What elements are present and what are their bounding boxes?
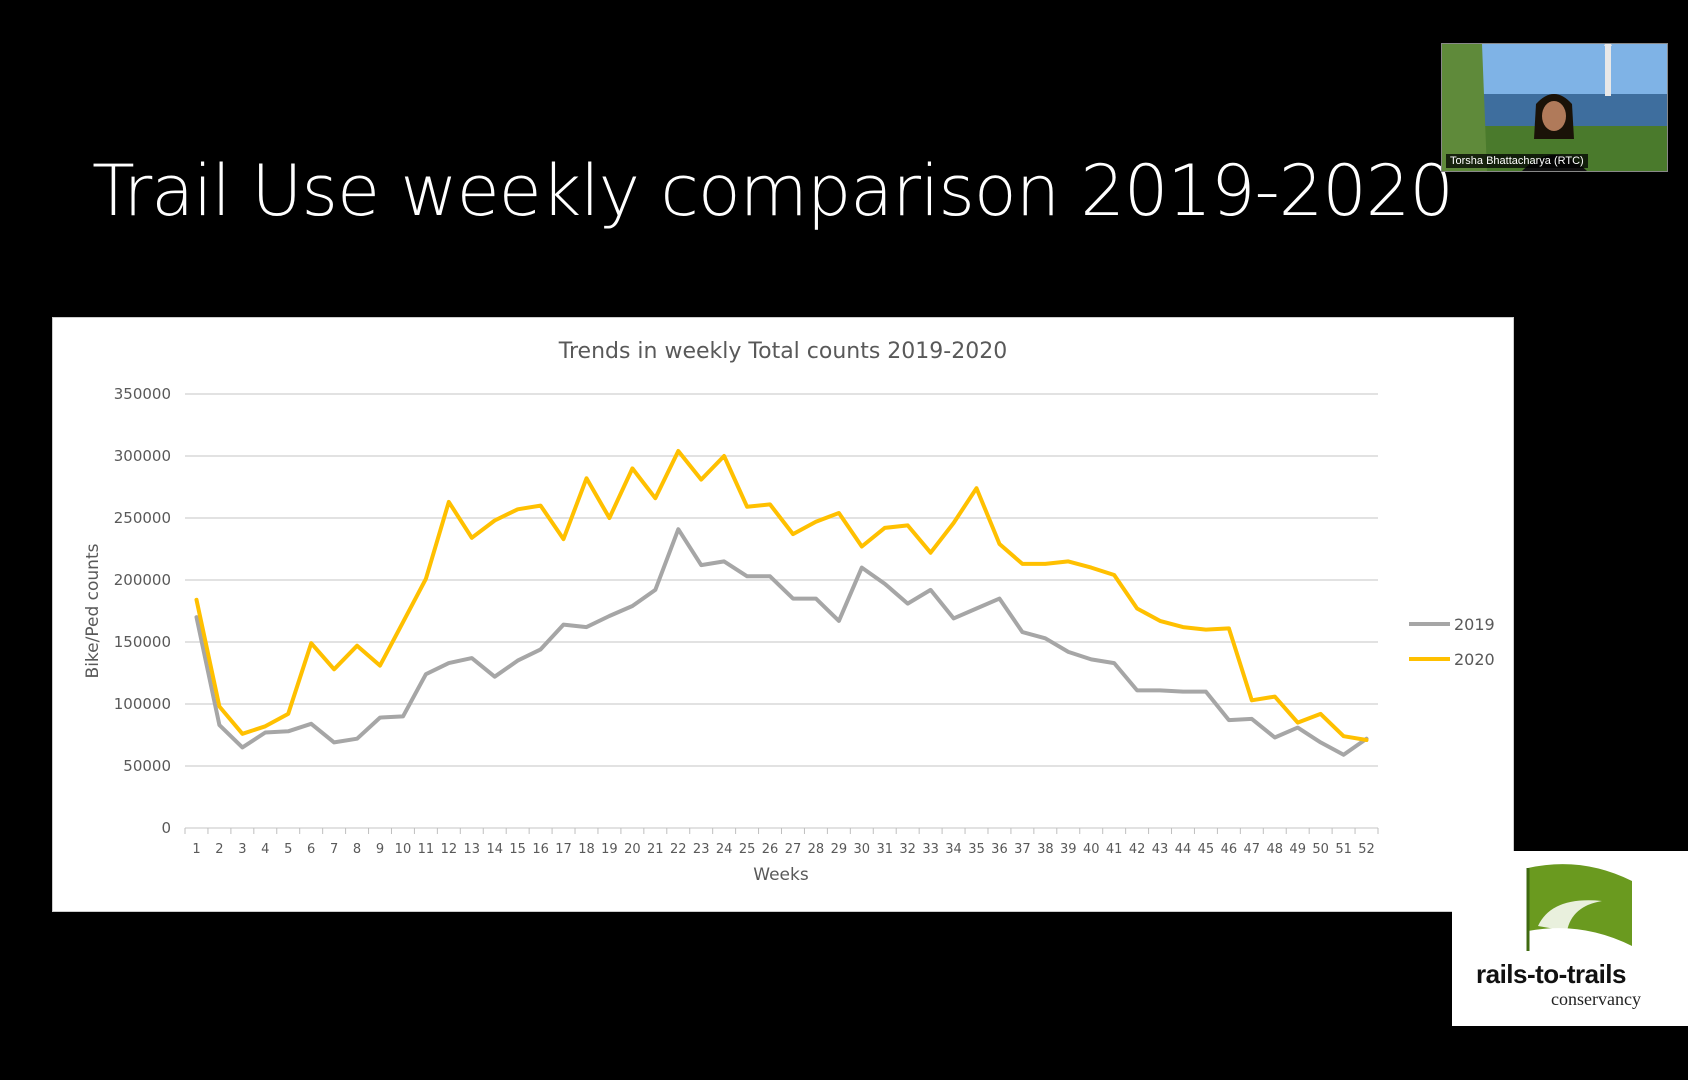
participant-name-label: Torsha Bhattacharya (RTC)	[1446, 154, 1588, 168]
x-tick-label: 19	[601, 842, 618, 857]
x-axis-label: Weeks	[753, 865, 809, 885]
x-tick-label: 28	[808, 842, 825, 857]
x-tick-label: 21	[647, 842, 664, 857]
series-line-2020	[194, 449, 1369, 742]
x-tick-label: 48	[1266, 842, 1283, 857]
y-tick-label: 200000	[114, 571, 171, 589]
x-tick-label: 1	[192, 842, 200, 857]
x-tick-label: 41	[1106, 842, 1123, 857]
x-tick-label: 6	[307, 842, 315, 857]
x-tick-label: 9	[376, 842, 384, 857]
y-tick-label: 50000	[123, 757, 171, 775]
x-tick-label: 8	[353, 842, 361, 857]
x-tick-label: 12	[441, 842, 458, 857]
chart-title: Trends in weekly Total counts 2019-2020	[558, 339, 1007, 364]
x-tick-label: 32	[899, 842, 916, 857]
x-tick-label: 29	[831, 842, 848, 857]
x-tick-label: 31	[876, 842, 893, 857]
x-tick-label: 22	[670, 842, 687, 857]
legend-label-2019: 2019	[1454, 615, 1495, 634]
x-tick-label: 46	[1221, 842, 1238, 857]
x-tick-label: 38	[1037, 842, 1054, 857]
x-tick-label: 39	[1060, 842, 1077, 857]
x-tick-label: 43	[1152, 842, 1169, 857]
chart-panel: Trends in weekly Total counts 2019-2020 0…	[52, 317, 1514, 912]
x-tick-label: 47	[1244, 842, 1261, 857]
y-tick-label: 350000	[114, 385, 171, 403]
y-tick-label: 100000	[114, 695, 171, 713]
x-tick-label: 45	[1198, 842, 1215, 857]
x-tick-label: 24	[716, 842, 733, 857]
slide-title: Trail Use weekly comparison 2019-2020	[92, 150, 1454, 232]
x-tick-label: 44	[1175, 842, 1192, 857]
y-tick-label: 150000	[114, 633, 171, 651]
x-tick-label: 20	[624, 842, 641, 857]
logo-name: rails-to-trails	[1476, 959, 1627, 989]
x-tick-label: 27	[785, 842, 802, 857]
legend-label-2020: 2020	[1454, 650, 1495, 669]
x-tick-label: 35	[968, 842, 985, 857]
x-tick-label: 51	[1335, 842, 1352, 857]
x-tick-label: 33	[922, 842, 939, 857]
trail-flag-icon	[1526, 864, 1632, 951]
x-tick-label: 25	[739, 842, 756, 857]
x-tick-label: 23	[693, 842, 710, 857]
series-line-2019	[194, 527, 1369, 757]
x-tick-label: 13	[464, 842, 481, 857]
x-tick-label: 30	[854, 842, 871, 857]
x-tick-label: 34	[945, 842, 962, 857]
x-tick-label: 15	[509, 842, 526, 857]
x-tick-label: 14	[486, 842, 503, 857]
participant-video-tile[interactable]: Torsha Bhattacharya (RTC)	[1441, 43, 1668, 172]
rails-to-trails-logo: rails-to-trails conservancy	[1452, 851, 1688, 1026]
x-tick-label: 18	[578, 842, 595, 857]
line-chart: Trends in weekly Total counts 2019-2020 0…	[83, 339, 1495, 885]
x-tick-label: 50	[1312, 842, 1329, 857]
x-tick-label: 16	[532, 842, 549, 857]
x-tick-label: 10	[395, 842, 412, 857]
x-tick-label: 3	[238, 842, 246, 857]
x-tick-label: 52	[1358, 842, 1375, 857]
x-tick-label: 26	[762, 842, 779, 857]
y-tick-label: 300000	[114, 447, 171, 465]
logo-subtitle: conservancy	[1551, 989, 1641, 1009]
x-tick-label: 40	[1083, 842, 1100, 857]
video-feed-image	[1442, 44, 1667, 171]
x-tick-label: 42	[1129, 842, 1146, 857]
x-tick-label: 36	[991, 842, 1008, 857]
x-tick-label: 17	[555, 842, 572, 857]
x-tick-label: 7	[330, 842, 338, 857]
x-tick-label: 37	[1014, 842, 1031, 857]
y-tick-label: 0	[161, 819, 171, 837]
y-axis-label: Bike/Ped counts	[83, 543, 103, 678]
x-tick-label: 49	[1289, 842, 1306, 857]
x-tick-label: 5	[284, 842, 292, 857]
x-tick-label: 4	[261, 842, 269, 857]
x-tick-label: 11	[418, 842, 435, 857]
x-tick-label: 2	[215, 842, 223, 857]
y-tick-label: 250000	[114, 509, 171, 527]
